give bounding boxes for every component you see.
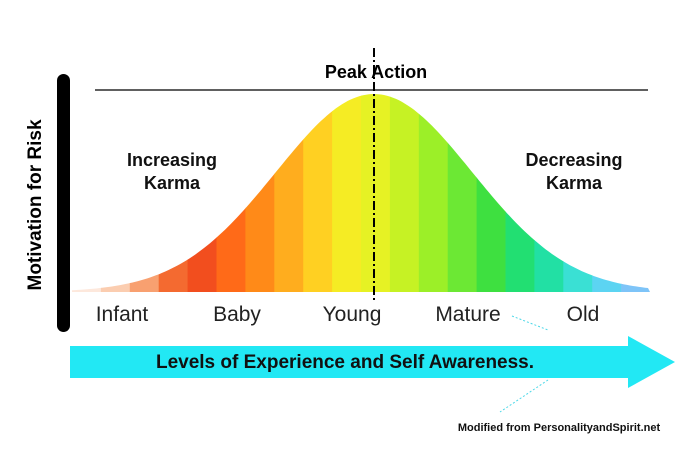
dotted-line <box>499 379 549 413</box>
right-label: Decreasing <box>525 150 622 170</box>
stage-label: Young <box>323 303 382 326</box>
curve-stripe <box>447 94 478 292</box>
curve-stripe <box>361 94 391 292</box>
curve-stripe <box>505 94 535 292</box>
curve-stripe <box>245 94 275 292</box>
left-label: Increasing <box>127 150 217 170</box>
stage-label: Old <box>567 303 600 326</box>
dotted-line <box>511 315 549 331</box>
curve-stripe <box>274 94 304 292</box>
stage-label: Infant <box>96 303 149 326</box>
credit: Modified from PersonalityandSpirit.net <box>458 422 661 434</box>
y-axis-label: Motivation for Risk <box>25 119 46 290</box>
curve-stripe <box>100 94 131 292</box>
curve-stripe <box>303 94 333 292</box>
peak-label: Peak Action <box>325 62 427 82</box>
stage-label: Baby <box>213 303 261 326</box>
curve-stripe <box>389 94 420 292</box>
curve-stripe <box>418 94 449 292</box>
y-axis-bar <box>57 74 70 332</box>
arrow-label: Levels of Experience and Self Awareness. <box>156 352 534 373</box>
stage-label: Mature <box>435 303 500 326</box>
experience-arrow <box>70 336 675 388</box>
curve-stripe <box>216 94 246 292</box>
curve-stripe <box>476 94 506 292</box>
curve-stripe <box>332 94 362 292</box>
right-label: Karma <box>546 173 603 193</box>
curve-stripe <box>72 94 102 292</box>
curve-stripe <box>621 94 650 292</box>
left-label: Karma <box>144 173 201 193</box>
